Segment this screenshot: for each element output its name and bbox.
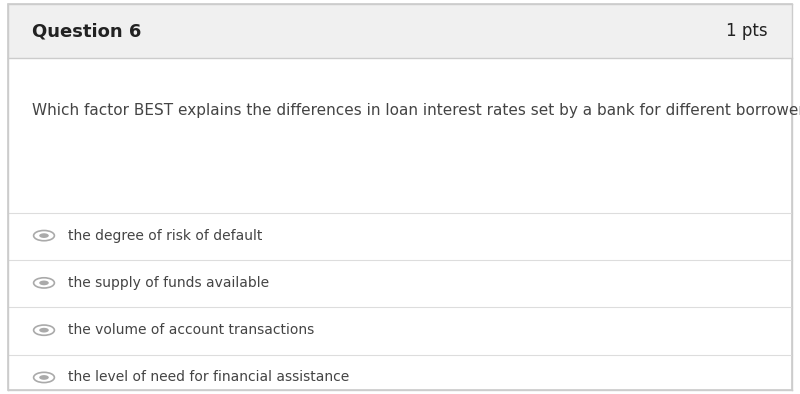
Text: Which factor BEST explains the differences in loan interest rates set by a bank : Which factor BEST explains the differenc… — [32, 103, 800, 118]
Text: the degree of risk of default: the degree of risk of default — [68, 229, 262, 243]
Text: Question 6: Question 6 — [32, 22, 142, 40]
Text: the supply of funds available: the supply of funds available — [68, 276, 269, 290]
Text: 1 pts: 1 pts — [726, 22, 768, 40]
Text: the volume of account transactions: the volume of account transactions — [68, 323, 314, 337]
Text: the level of need for financial assistance: the level of need for financial assistan… — [68, 370, 350, 385]
